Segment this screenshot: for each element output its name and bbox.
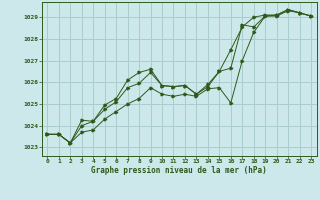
X-axis label: Graphe pression niveau de la mer (hPa): Graphe pression niveau de la mer (hPa) [91, 166, 267, 175]
